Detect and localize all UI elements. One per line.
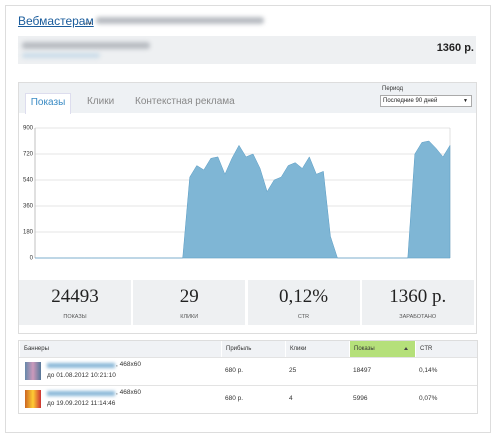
balance-bar (18, 36, 476, 64)
panel (18, 82, 477, 334)
stat-value: 1360 р. (389, 286, 447, 307)
period-select[interactable]: Последние 90 дней ▼ (380, 95, 472, 107)
table: Баннеры Прибыль Клики Показы CTR, 468x60 до 0… (18, 340, 478, 414)
stat-label: КЛИКИ (180, 314, 199, 320)
cell: 680 р. (225, 395, 244, 402)
column-header: Баннеры (19, 341, 222, 357)
banner-date: до 19.09.2012 11:14:46 (47, 400, 116, 407)
cell: 4 (289, 395, 293, 402)
column-header: Клики (285, 341, 350, 357)
period-label: Период (382, 86, 404, 92)
period-value: Последние 90 дней (383, 98, 438, 104)
banner-thumb (25, 362, 41, 380)
stat-value: 29 (179, 286, 199, 307)
y-tick-label: 180 (23, 230, 34, 236)
stat-label: ПОКАЗЫ (63, 314, 87, 320)
balance: 1360 р. (436, 42, 474, 54)
column-header: Показы (349, 341, 416, 357)
blurred-text (47, 363, 115, 368)
stat-box: 1360 р. ЗАРАБОТАНО (361, 280, 474, 325)
stat-value: 0,12% (278, 286, 329, 307)
area (35, 140, 451, 259)
cell: 25 (289, 367, 297, 374)
banner-size: , 468x60 (116, 389, 141, 396)
chart: 0 180 360 540 720 900 (23, 126, 451, 262)
y-tick-label: 540 (23, 178, 34, 184)
dropdown-icon: ▼ (463, 98, 468, 104)
frame (5, 5, 491, 433)
breadcrumb-arrow: → (82, 14, 94, 28)
tab-active[interactable]: Показы (25, 93, 71, 114)
stat-value: 24493 (51, 286, 99, 307)
tab[interactable]: Контекстная реклама (135, 96, 235, 107)
y-tick-label: 900 (23, 126, 34, 132)
banner-size: , 468x60 (116, 361, 141, 368)
banner-date: до 01.08.2012 10:21:10 (47, 372, 116, 379)
blurred-text (22, 53, 100, 58)
row (19, 357, 477, 386)
stat-box: 29 КЛИКИ (133, 280, 246, 325)
y-tick-label: 0 (30, 256, 34, 262)
blurred-text (22, 42, 150, 49)
y-tick-label: 720 (23, 152, 34, 158)
y-tick-label: 360 (23, 204, 34, 210)
stat-box: 24493 ПОКАЗЫ (19, 280, 131, 325)
column-header: Прибыль (221, 341, 286, 357)
blurred-text (96, 17, 264, 24)
cell: 0,14% (419, 367, 438, 374)
stat-label: ЗАРАБОТАНО (399, 314, 437, 320)
stat-box: 0,12% CTR (247, 280, 360, 325)
breadcrumb-link[interactable]: Вебмастерам (18, 14, 94, 28)
stat-label: CTR (297, 314, 310, 320)
cell: 18497 (353, 367, 372, 374)
cell: 0,07% (419, 395, 438, 402)
row (19, 385, 477, 414)
cell: 5996 (353, 395, 368, 402)
cell: 680 р. (225, 367, 244, 374)
column-header: CTR (415, 341, 478, 357)
tab[interactable]: Клики (87, 96, 115, 107)
banner-thumb (25, 390, 41, 408)
sort-icon (404, 347, 408, 350)
blurred-text (47, 391, 115, 396)
